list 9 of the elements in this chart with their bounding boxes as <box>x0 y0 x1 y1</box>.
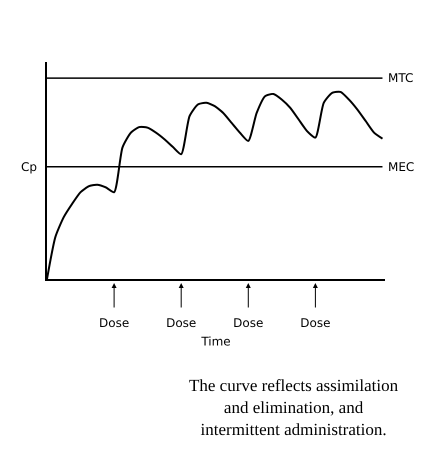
x-tick-label: Dose <box>98 316 130 330</box>
x-tick-label: Dose <box>233 316 264 330</box>
y-axis-title: Cp <box>21 160 37 174</box>
x-tick-label: Dose <box>166 316 196 330</box>
ref-line-label: MEC <box>388 160 414 174</box>
x-tick-label: Dose <box>300 316 330 330</box>
ref-line-label: MTC <box>388 71 414 85</box>
x-axis-title: Time <box>200 334 231 349</box>
text: The curve reflects assimilation and elimination, and intermittent administration. <box>189 376 399 440</box>
